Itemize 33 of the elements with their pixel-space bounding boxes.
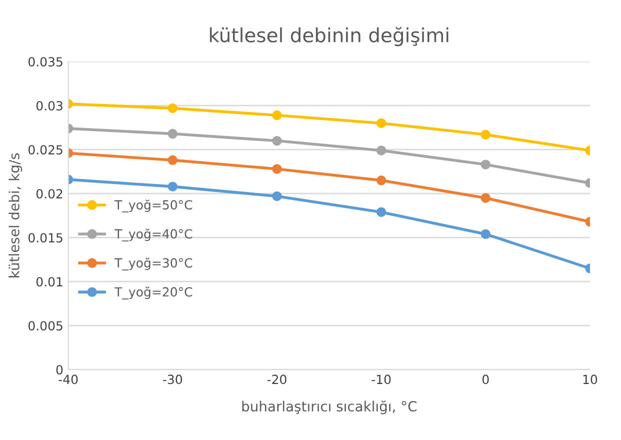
point: [272, 164, 282, 174]
y-tick-label: 0.035: [28, 57, 62, 67]
point: [480, 193, 490, 203]
point: [376, 146, 386, 156]
point: [272, 110, 282, 120]
x-tick-label: 0: [482, 374, 489, 384]
y-tick-label: 0.01: [36, 277, 62, 287]
legend-label: T_yoğ=20°C: [114, 286, 192, 300]
legend-label: T_yoğ=40°C: [114, 228, 192, 242]
x-tick-label: -10: [372, 374, 391, 384]
x-axis-title: buharlaştırıcı sıcaklığı, °C: [242, 400, 416, 414]
point: [480, 160, 490, 170]
x-tick-label: -40: [58, 374, 78, 384]
point: [272, 191, 282, 202]
y-tick-label: 0.02: [36, 189, 62, 199]
chart-title: kütlesel debinin değişimi: [210, 26, 448, 46]
y-tick-label: 0.025: [28, 145, 62, 155]
x-tick-label: -30: [163, 374, 182, 384]
x-tick-label: -20: [267, 374, 286, 384]
point: [480, 130, 490, 140]
point: [272, 136, 282, 146]
y-tick-label: 0.03: [36, 101, 62, 111]
y-axis-title: kütlesel debi, kg/s: [8, 153, 22, 278]
point: [480, 229, 490, 239]
point: [376, 176, 386, 186]
y-tick-label: 0: [56, 365, 63, 375]
legend-label: T_yoğ=50°C: [114, 200, 192, 212]
x-tick-label: 10: [583, 374, 598, 384]
legend-label: T_yoğ=30°C: [114, 258, 192, 270]
y-tick-label: 0.015: [28, 233, 62, 243]
point: [376, 118, 386, 128]
y-tick-label: 0.005: [28, 321, 62, 331]
point: [376, 207, 386, 217]
